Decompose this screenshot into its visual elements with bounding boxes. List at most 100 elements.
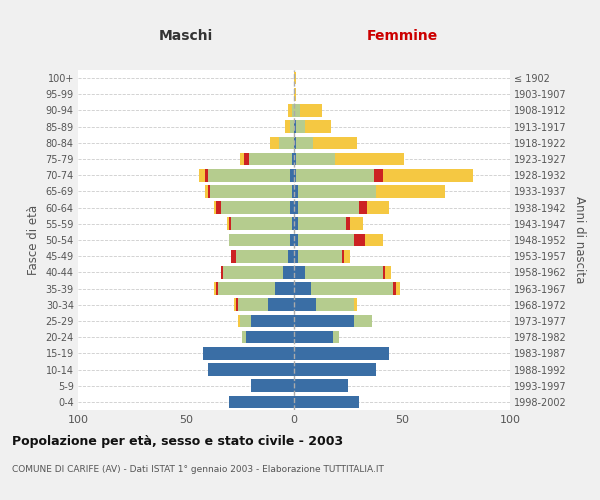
Bar	[270, 136, 279, 149]
Bar	[251, 314, 294, 328]
Bar	[333, 331, 340, 344]
Bar	[385, 266, 391, 278]
Text: Popolazione per età, sesso e stato civile - 2003: Popolazione per età, sesso e stato civil…	[12, 435, 343, 448]
Bar	[216, 282, 218, 295]
Bar	[290, 120, 294, 133]
Bar	[296, 120, 305, 133]
Bar	[294, 72, 296, 85]
Bar	[383, 169, 473, 181]
Bar	[294, 202, 298, 214]
Bar	[283, 266, 294, 278]
Text: COMUNE DI CARIFE (AV) - Dati ISTAT 1° gennaio 2003 - Elaborazione TUTTITALIA.IT: COMUNE DI CARIFE (AV) - Dati ISTAT 1° ge…	[12, 465, 384, 474]
Bar	[279, 136, 294, 149]
Bar	[313, 136, 356, 149]
Bar	[294, 363, 376, 376]
Bar	[223, 266, 283, 278]
Bar	[316, 298, 355, 311]
Bar	[268, 298, 294, 311]
Bar	[344, 250, 350, 262]
Bar	[251, 380, 294, 392]
Bar	[294, 120, 296, 133]
Bar	[355, 314, 372, 328]
Bar	[294, 185, 298, 198]
Bar	[296, 152, 335, 166]
Bar	[287, 104, 292, 117]
Text: Maschi: Maschi	[159, 29, 213, 43]
Bar	[216, 202, 221, 214]
Bar	[296, 169, 374, 181]
Bar	[298, 202, 359, 214]
Bar	[229, 218, 232, 230]
Bar	[294, 88, 296, 101]
Bar	[205, 185, 208, 198]
Bar	[355, 234, 365, 246]
Bar	[290, 169, 294, 181]
Bar	[199, 169, 205, 181]
Bar	[286, 120, 290, 133]
Bar	[247, 331, 294, 344]
Bar	[294, 380, 348, 392]
Bar	[233, 298, 236, 311]
Bar	[355, 298, 356, 311]
Bar	[238, 314, 240, 328]
Bar	[294, 136, 296, 149]
Bar	[367, 202, 389, 214]
Bar	[296, 136, 313, 149]
Bar	[311, 282, 394, 295]
Bar	[394, 282, 395, 295]
Bar	[298, 185, 376, 198]
Bar	[292, 218, 294, 230]
Bar	[221, 266, 223, 278]
Bar	[294, 396, 359, 408]
Bar	[298, 218, 346, 230]
Bar	[305, 266, 383, 278]
Bar	[236, 250, 287, 262]
Bar	[210, 185, 292, 198]
Bar	[248, 152, 292, 166]
Bar	[218, 282, 275, 295]
Bar	[298, 250, 341, 262]
Bar	[294, 218, 298, 230]
Bar	[275, 282, 294, 295]
Bar	[350, 218, 363, 230]
Bar	[287, 250, 294, 262]
Bar	[208, 185, 210, 198]
Bar	[203, 347, 294, 360]
Bar	[227, 218, 229, 230]
Bar	[346, 218, 350, 230]
Text: Femmine: Femmine	[367, 29, 437, 43]
Bar	[294, 104, 301, 117]
Bar	[301, 104, 322, 117]
Bar	[208, 363, 294, 376]
Bar	[335, 152, 404, 166]
Bar	[292, 152, 294, 166]
Bar	[298, 234, 355, 246]
Bar	[383, 266, 385, 278]
Bar	[395, 282, 400, 295]
Y-axis label: Fasce di età: Fasce di età	[27, 205, 40, 275]
Bar	[292, 185, 294, 198]
Bar	[229, 396, 294, 408]
Bar	[236, 298, 238, 311]
Bar	[294, 347, 389, 360]
Bar	[290, 202, 294, 214]
Bar	[294, 266, 305, 278]
Bar	[376, 185, 445, 198]
Bar	[294, 234, 298, 246]
Bar	[294, 331, 333, 344]
Bar	[341, 250, 344, 262]
Bar	[232, 218, 292, 230]
Bar	[305, 120, 331, 133]
Bar	[221, 202, 290, 214]
Bar	[294, 282, 311, 295]
Bar	[359, 202, 367, 214]
Bar	[374, 169, 383, 181]
Legend: Celibi/Nubili, Coniugati/e, Vedovi/e, Divorziati/e: Celibi/Nubili, Coniugati/e, Vedovi/e, Di…	[124, 0, 464, 3]
Bar	[238, 298, 268, 311]
Bar	[242, 331, 247, 344]
Bar	[240, 314, 251, 328]
Bar	[294, 298, 316, 311]
Bar	[294, 314, 355, 328]
Bar	[229, 234, 290, 246]
Bar	[232, 250, 236, 262]
